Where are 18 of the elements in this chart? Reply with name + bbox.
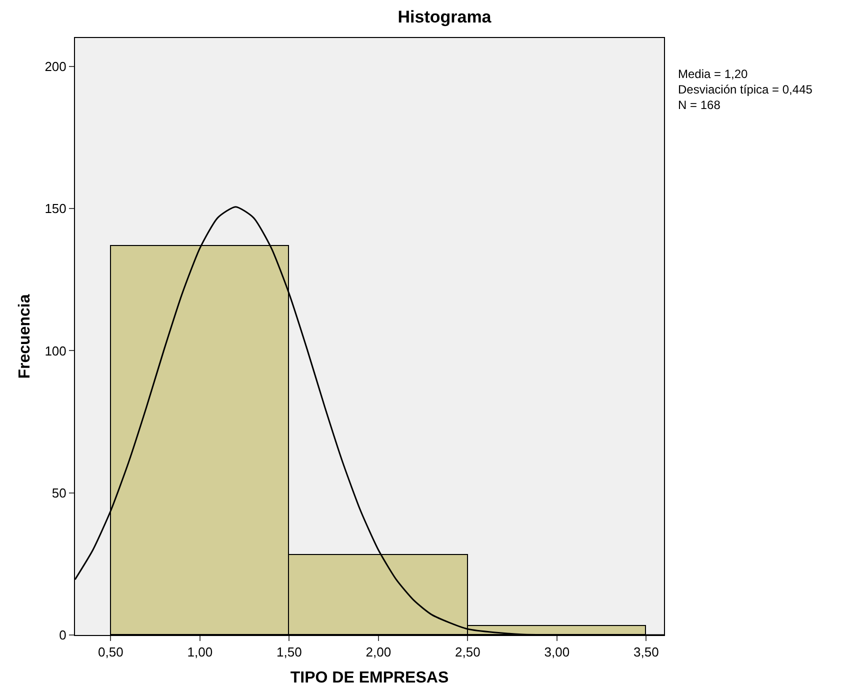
y-tick-label: 150 [44,201,66,216]
text: N = 168 [678,98,721,112]
y-tick-label: 50 [52,485,66,500]
x-tick-label: 3,00 [544,644,570,660]
x-tick-label: 0,50 [98,644,124,660]
x-tick-label: 1,00 [187,644,213,660]
y-tick-label: 100 [44,343,66,358]
x-tick-label: 3,50 [633,644,659,660]
x-tick-label: 2,50 [455,644,480,660]
x-tick-label: 1,50 [276,644,302,660]
y-tick-label: 200 [44,58,66,74]
chart-title: Histograma [398,7,492,26]
text: Desviación típica = 0,445 [678,82,813,97]
y-axis-title: Frecuencia [16,294,34,379]
x-axis-title: TIPO DE EMPRESAS [290,669,449,686]
y-tick-label: 0 [59,628,66,643]
x-tick-label: 2,00 [366,644,392,660]
text: Media = 1,20 [678,67,748,81]
